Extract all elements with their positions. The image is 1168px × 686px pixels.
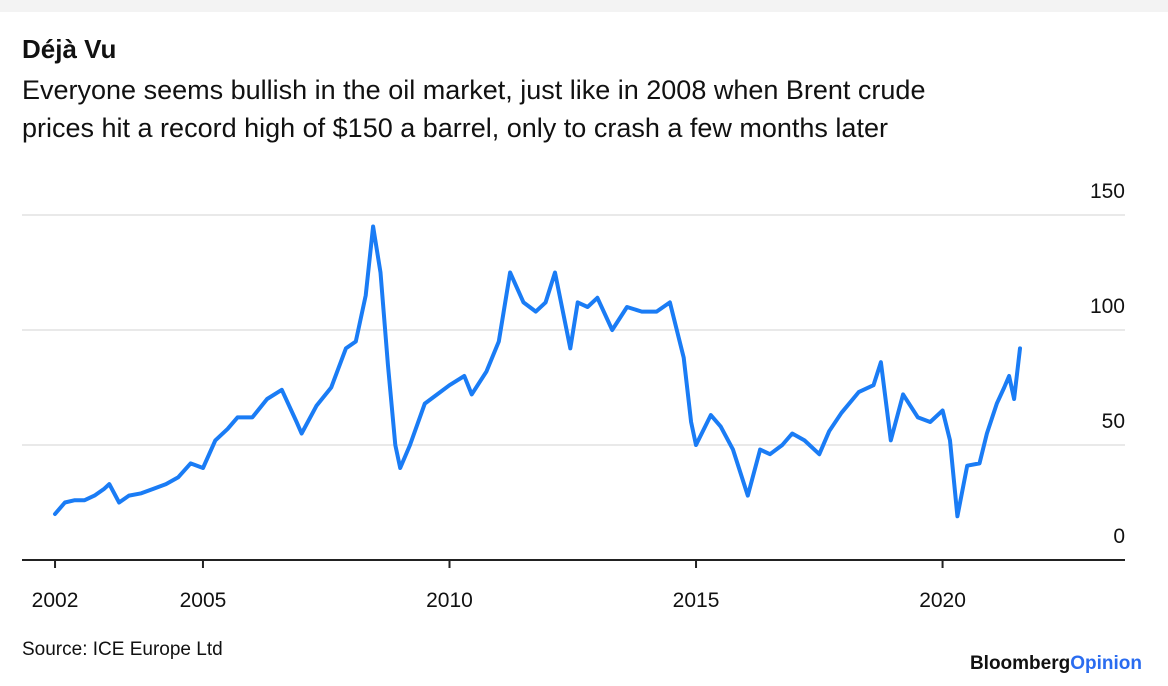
chart-title: Déjà Vu xyxy=(22,34,116,64)
chart-subtitle: prices hit a record high of $150 a barre… xyxy=(22,113,888,143)
x-tick-label: 2002 xyxy=(32,589,79,612)
chart-subtitle: Everyone seems bullish in the oil market… xyxy=(22,75,925,105)
x-tick-label: 2010 xyxy=(426,589,473,612)
x-tick-label: 2005 xyxy=(180,589,227,612)
top-band xyxy=(0,0,1168,12)
y-tick-label: 50 xyxy=(1102,410,1125,433)
price-line xyxy=(53,224,1022,519)
y-tick-label: 0 xyxy=(1113,525,1125,548)
source-note: Source: ICE Europe Ltd xyxy=(22,639,223,660)
y-tick-label: 150 xyxy=(1090,180,1125,203)
brand-bloomberg: Bloomberg xyxy=(970,653,1070,674)
brand: BloombergOpinion xyxy=(970,653,1142,674)
x-tick-label: 2020 xyxy=(919,589,966,612)
y-tick-label: 100 xyxy=(1090,295,1125,318)
x-tick-label: 2015 xyxy=(673,589,720,612)
brand-opinion: Opinion xyxy=(1070,653,1142,674)
